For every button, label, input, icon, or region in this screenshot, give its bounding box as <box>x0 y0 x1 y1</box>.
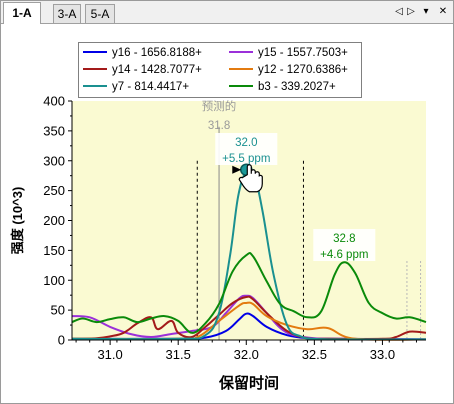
legend-entry-y7[interactable]: y7 - 814.4417+ <box>83 79 189 95</box>
y-tick-label: 200 <box>43 213 65 228</box>
annotation-text: +5.5 ppm <box>222 153 270 165</box>
y-tick-label: 300 <box>43 153 65 168</box>
dropdown-arrow-icon[interactable]: ▾ <box>423 6 429 17</box>
y-axis-label: 强度 (10^3) <box>10 187 25 255</box>
x-tick-label: 31.5 <box>166 347 191 362</box>
y-tick-label: 150 <box>43 243 65 258</box>
y-tick-label: 0 <box>58 333 65 348</box>
legend-entry-y12[interactable]: y12 - 1270.6386+ <box>229 62 348 78</box>
x-tick-label: 32.0 <box>234 347 259 362</box>
legend-swatch <box>229 67 253 70</box>
y-tick-label: 400 <box>43 94 65 109</box>
legend-label: b3 - 339.2027+ <box>258 81 336 93</box>
tab-bar: 1-A 3-A 5-A ◁ ▷ ▾ ✕ <box>1 1 453 24</box>
annotation-text: 32.0 <box>235 137 257 149</box>
legend-entry-b3[interactable]: b3 - 339.2027+ <box>229 79 336 95</box>
x-axis-label: 保留时间 <box>218 374 279 392</box>
legend-label: y7 - 814.4417+ <box>112 81 190 93</box>
tab-1-a[interactable]: 1-A <box>3 2 41 24</box>
annotation-text: 预测的 <box>202 99 237 113</box>
series-line-b3 <box>71 252 427 334</box>
y-tick-label: 100 <box>43 273 65 288</box>
tab-5-a[interactable]: 5-A <box>85 4 115 23</box>
legend-entry-y14[interactable]: y14 - 1428.7077+ <box>83 62 202 78</box>
legend-entry-y16[interactable]: y16 - 1656.8188+ <box>83 45 202 61</box>
tab-3-a[interactable]: 3-A <box>53 4 81 23</box>
close-icon[interactable]: ✕ <box>438 6 448 17</box>
annotation-text: 31.8 <box>208 120 230 132</box>
triangle-left-icon[interactable]: ◁ <box>395 6 403 17</box>
annotation-text: 32.8 <box>333 233 355 245</box>
x-tick-label: 33.0 <box>370 347 395 362</box>
legend-label: y16 - 1656.8188+ <box>112 47 202 59</box>
legend-swatch <box>229 50 253 53</box>
peak-pointer-icon <box>232 165 242 174</box>
x-tick-label: 31.0 <box>97 347 122 362</box>
legend-swatch <box>83 50 107 53</box>
legend-entry-y15[interactable]: y15 - 1557.7503+ <box>229 45 348 61</box>
legend-swatch <box>83 67 107 70</box>
legend-swatch <box>83 84 107 87</box>
x-tick-label: 32.5 <box>302 347 327 362</box>
legend-label: y14 - 1428.7077+ <box>112 64 202 76</box>
y-tick-label: 50 <box>51 303 65 318</box>
legend-label: y12 - 1270.6386+ <box>258 64 348 76</box>
annotation-text: +4.6 ppm <box>320 249 368 261</box>
legend: y16 - 1656.8188+ y15 - 1557.7503+ y14 - … <box>78 42 362 98</box>
legend-label: y15 - 1557.7503+ <box>258 47 348 59</box>
y-tick-label: 250 <box>43 183 65 198</box>
triangle-right-icon[interactable]: ▷ <box>407 6 415 17</box>
hand-cursor-icon <box>238 164 263 193</box>
legend-swatch <box>229 84 253 87</box>
annotation-bg <box>215 133 278 165</box>
y-tick-label: 350 <box>43 123 65 138</box>
annotation-bg <box>313 229 376 261</box>
